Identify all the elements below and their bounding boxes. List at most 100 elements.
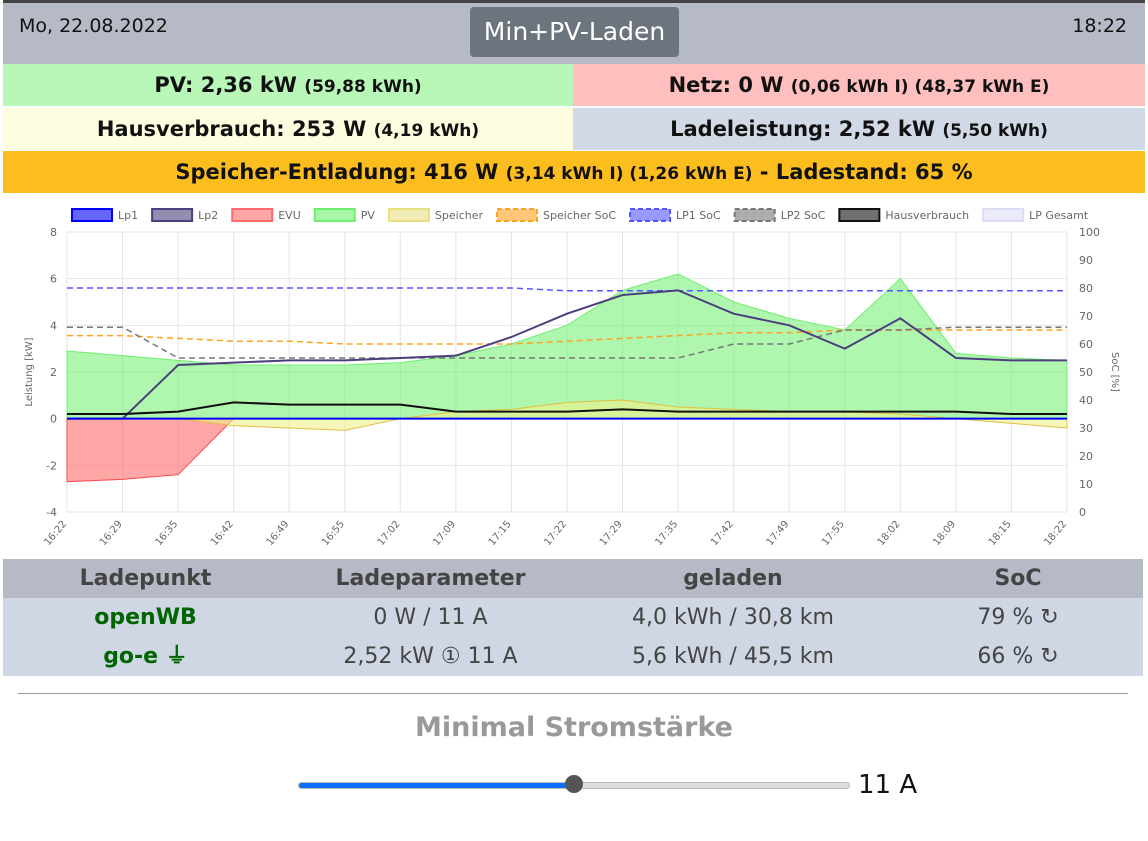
table-row: go-e ⏚ 2,52 kW ① 11 A 5,6 kWh / 45,5 km … — [3, 637, 1143, 676]
x-tick-label: 18:22 — [1042, 519, 1069, 548]
soc-value: 66 % — [977, 644, 1034, 669]
charge-params: 2,52 kW ① 11 A — [343, 644, 518, 669]
top-bar: Mo, 22.08.2022 Min+PV-Laden 18:22 — [3, 0, 1145, 65]
y2-tick-label: 70 — [1079, 310, 1093, 323]
house-power: Hausverbrauch: 253 W — [96, 117, 367, 141]
legend-label: Speicher — [435, 209, 484, 222]
charge-point-name[interactable]: go-e — [103, 644, 159, 669]
divider — [18, 693, 1128, 694]
legend-swatch — [313, 208, 356, 222]
x-tick-label: 18:09 — [931, 519, 958, 548]
legend-swatch — [629, 208, 672, 222]
legend-swatch — [496, 208, 539, 222]
x-tick-label: 16:35 — [153, 519, 180, 548]
plug-icon: ⏚ — [165, 644, 188, 669]
legend-label: Lp1 — [118, 209, 138, 222]
legend-swatch — [387, 208, 430, 222]
legend-swatch — [231, 208, 274, 222]
series-lp2-soc — [67, 326, 1067, 359]
y2-tick-label: 20 — [1079, 450, 1093, 463]
series-pv — [66, 273, 1068, 420]
charge-mode-button[interactable]: Min+PV-Laden — [470, 7, 679, 57]
charged: 5,6 kWh / 45,5 km — [632, 644, 834, 669]
y2-tick-label: 90 — [1079, 254, 1093, 267]
table-row: openWB 0 W / 11 A 4,0 kWh / 30,8 km 79 %… — [3, 598, 1143, 637]
date: Mo, 22.08.2022 — [19, 15, 168, 37]
x-tick-label: 17:29 — [598, 519, 625, 548]
y2-tick-label: 30 — [1079, 422, 1093, 435]
y2-tick-label: 10 — [1079, 478, 1093, 491]
pv-energy: (59,88 kWh) — [304, 77, 422, 97]
x-tick-label: 16:55 — [320, 519, 347, 548]
col-soc: SoC — [994, 566, 1042, 591]
y-tick-label: 6 — [50, 273, 57, 286]
grid-energy: (0,06 kWh I) (48,37 kWh E) — [790, 77, 1050, 97]
col-geladen: geladen — [683, 566, 783, 591]
x-tick-label: 17:55 — [820, 519, 847, 548]
house-energy: (4,19 kWh) — [373, 121, 480, 141]
legend-label: PV — [361, 209, 376, 222]
col-ladepunkt: Ladepunkt — [79, 566, 212, 591]
x-tick-label: 17:49 — [765, 519, 792, 548]
y2-tick-label: 0 — [1079, 506, 1086, 519]
legend-swatch — [71, 208, 113, 222]
charge-power: Ladeleistung: 2,52 kW — [670, 117, 936, 141]
x-tick-label: 16:22 — [42, 519, 69, 548]
x-tick-label: 17:22 — [542, 519, 569, 548]
legend-label: EVU — [278, 209, 301, 222]
y2-tick-label: 50 — [1079, 366, 1093, 379]
charge-params: 0 W / 11 A — [373, 605, 488, 630]
y-tick-label: -2 — [46, 459, 57, 472]
x-tick-label: 16:29 — [98, 519, 125, 548]
x-tick-label: 17:09 — [431, 519, 458, 548]
min-current-value: 11 A — [858, 770, 918, 800]
y-axis-label: Leistung [kW] — [24, 337, 35, 406]
pv-power: PV: 2,36 kW — [154, 73, 297, 97]
y-tick-label: 2 — [50, 366, 57, 379]
x-tick-label: 16:49 — [265, 519, 292, 548]
y2-axis-label: SoC [%] — [1109, 352, 1120, 392]
charge-point-table: Ladepunkt Ladeparameter geladen SoC open… — [3, 559, 1143, 676]
legend-label: Hausverbrauch — [885, 209, 969, 222]
x-tick-label: 17:02 — [376, 519, 403, 548]
legend-label: LP1 SoC — [676, 209, 721, 222]
charge-point-name[interactable]: openWB — [94, 605, 197, 630]
y2-tick-label: 60 — [1079, 338, 1093, 351]
legend-label: Lp2 — [198, 209, 218, 222]
grid-status: Netz: 0 W (0,06 kWh I) (48,37 kWh E) — [573, 64, 1145, 106]
x-tick-label: 17:42 — [709, 519, 736, 548]
battery-energy: (3,14 kWh I) (1,26 kWh E) — [505, 164, 753, 184]
y-tick-label: 8 — [50, 226, 57, 239]
house-status: Hausverbrauch: 253 W (4,19 kWh) — [3, 108, 573, 150]
min-current-slider[interactable] — [298, 775, 850, 793]
series-speicher — [67, 399, 1068, 431]
pv-status: PV: 2,36 kW (59,88 kWh) — [3, 64, 573, 106]
legend-swatch — [733, 208, 776, 222]
grid-power: Netz: 0 W — [668, 73, 784, 97]
y2-tick-label: 80 — [1079, 282, 1093, 295]
y2-tick-label: 40 — [1079, 394, 1093, 407]
power-chart: 16:22 16:29 16:35 16:42 16:49 16:55 17:02 17:09… — [24, 208, 1120, 548]
col-ladeparameter: Ladeparameter — [335, 566, 526, 591]
legend-swatch — [838, 208, 881, 222]
charge-status: Ladeleistung: 2,52 kW (5,50 kWh) — [573, 108, 1145, 150]
x-tick-label: 17:15 — [487, 519, 514, 548]
y2-tick-label: 100 — [1079, 226, 1100, 239]
charge-energy: (5,50 kWh) — [942, 121, 1048, 141]
charged: 4,0 kWh / 30,8 km — [632, 605, 834, 630]
min-current-label: Minimal Stromstärke — [414, 712, 733, 743]
x-tick-label: 16:42 — [209, 519, 236, 548]
refresh-icon[interactable]: ↻ — [1040, 644, 1059, 669]
legend-label: LP2 SoC — [781, 209, 826, 222]
y-tick-label: 0 — [50, 413, 57, 426]
battery-soc: - Ladestand: 65 % — [759, 160, 973, 184]
slider-handle[interactable] — [565, 775, 583, 793]
y-tick-label: 4 — [50, 319, 57, 332]
refresh-icon[interactable]: ↻ — [1040, 605, 1059, 630]
x-tick-label: 17:35 — [653, 519, 680, 548]
x-tick-label: 18:02 — [876, 519, 903, 548]
battery-status: Speicher-Entladung: 416 W (3,14 kWh I) (… — [3, 151, 1145, 193]
y-tick-label: -4 — [46, 506, 57, 519]
series-hausverbrauch — [67, 401, 1067, 415]
legend-swatch — [151, 208, 194, 222]
